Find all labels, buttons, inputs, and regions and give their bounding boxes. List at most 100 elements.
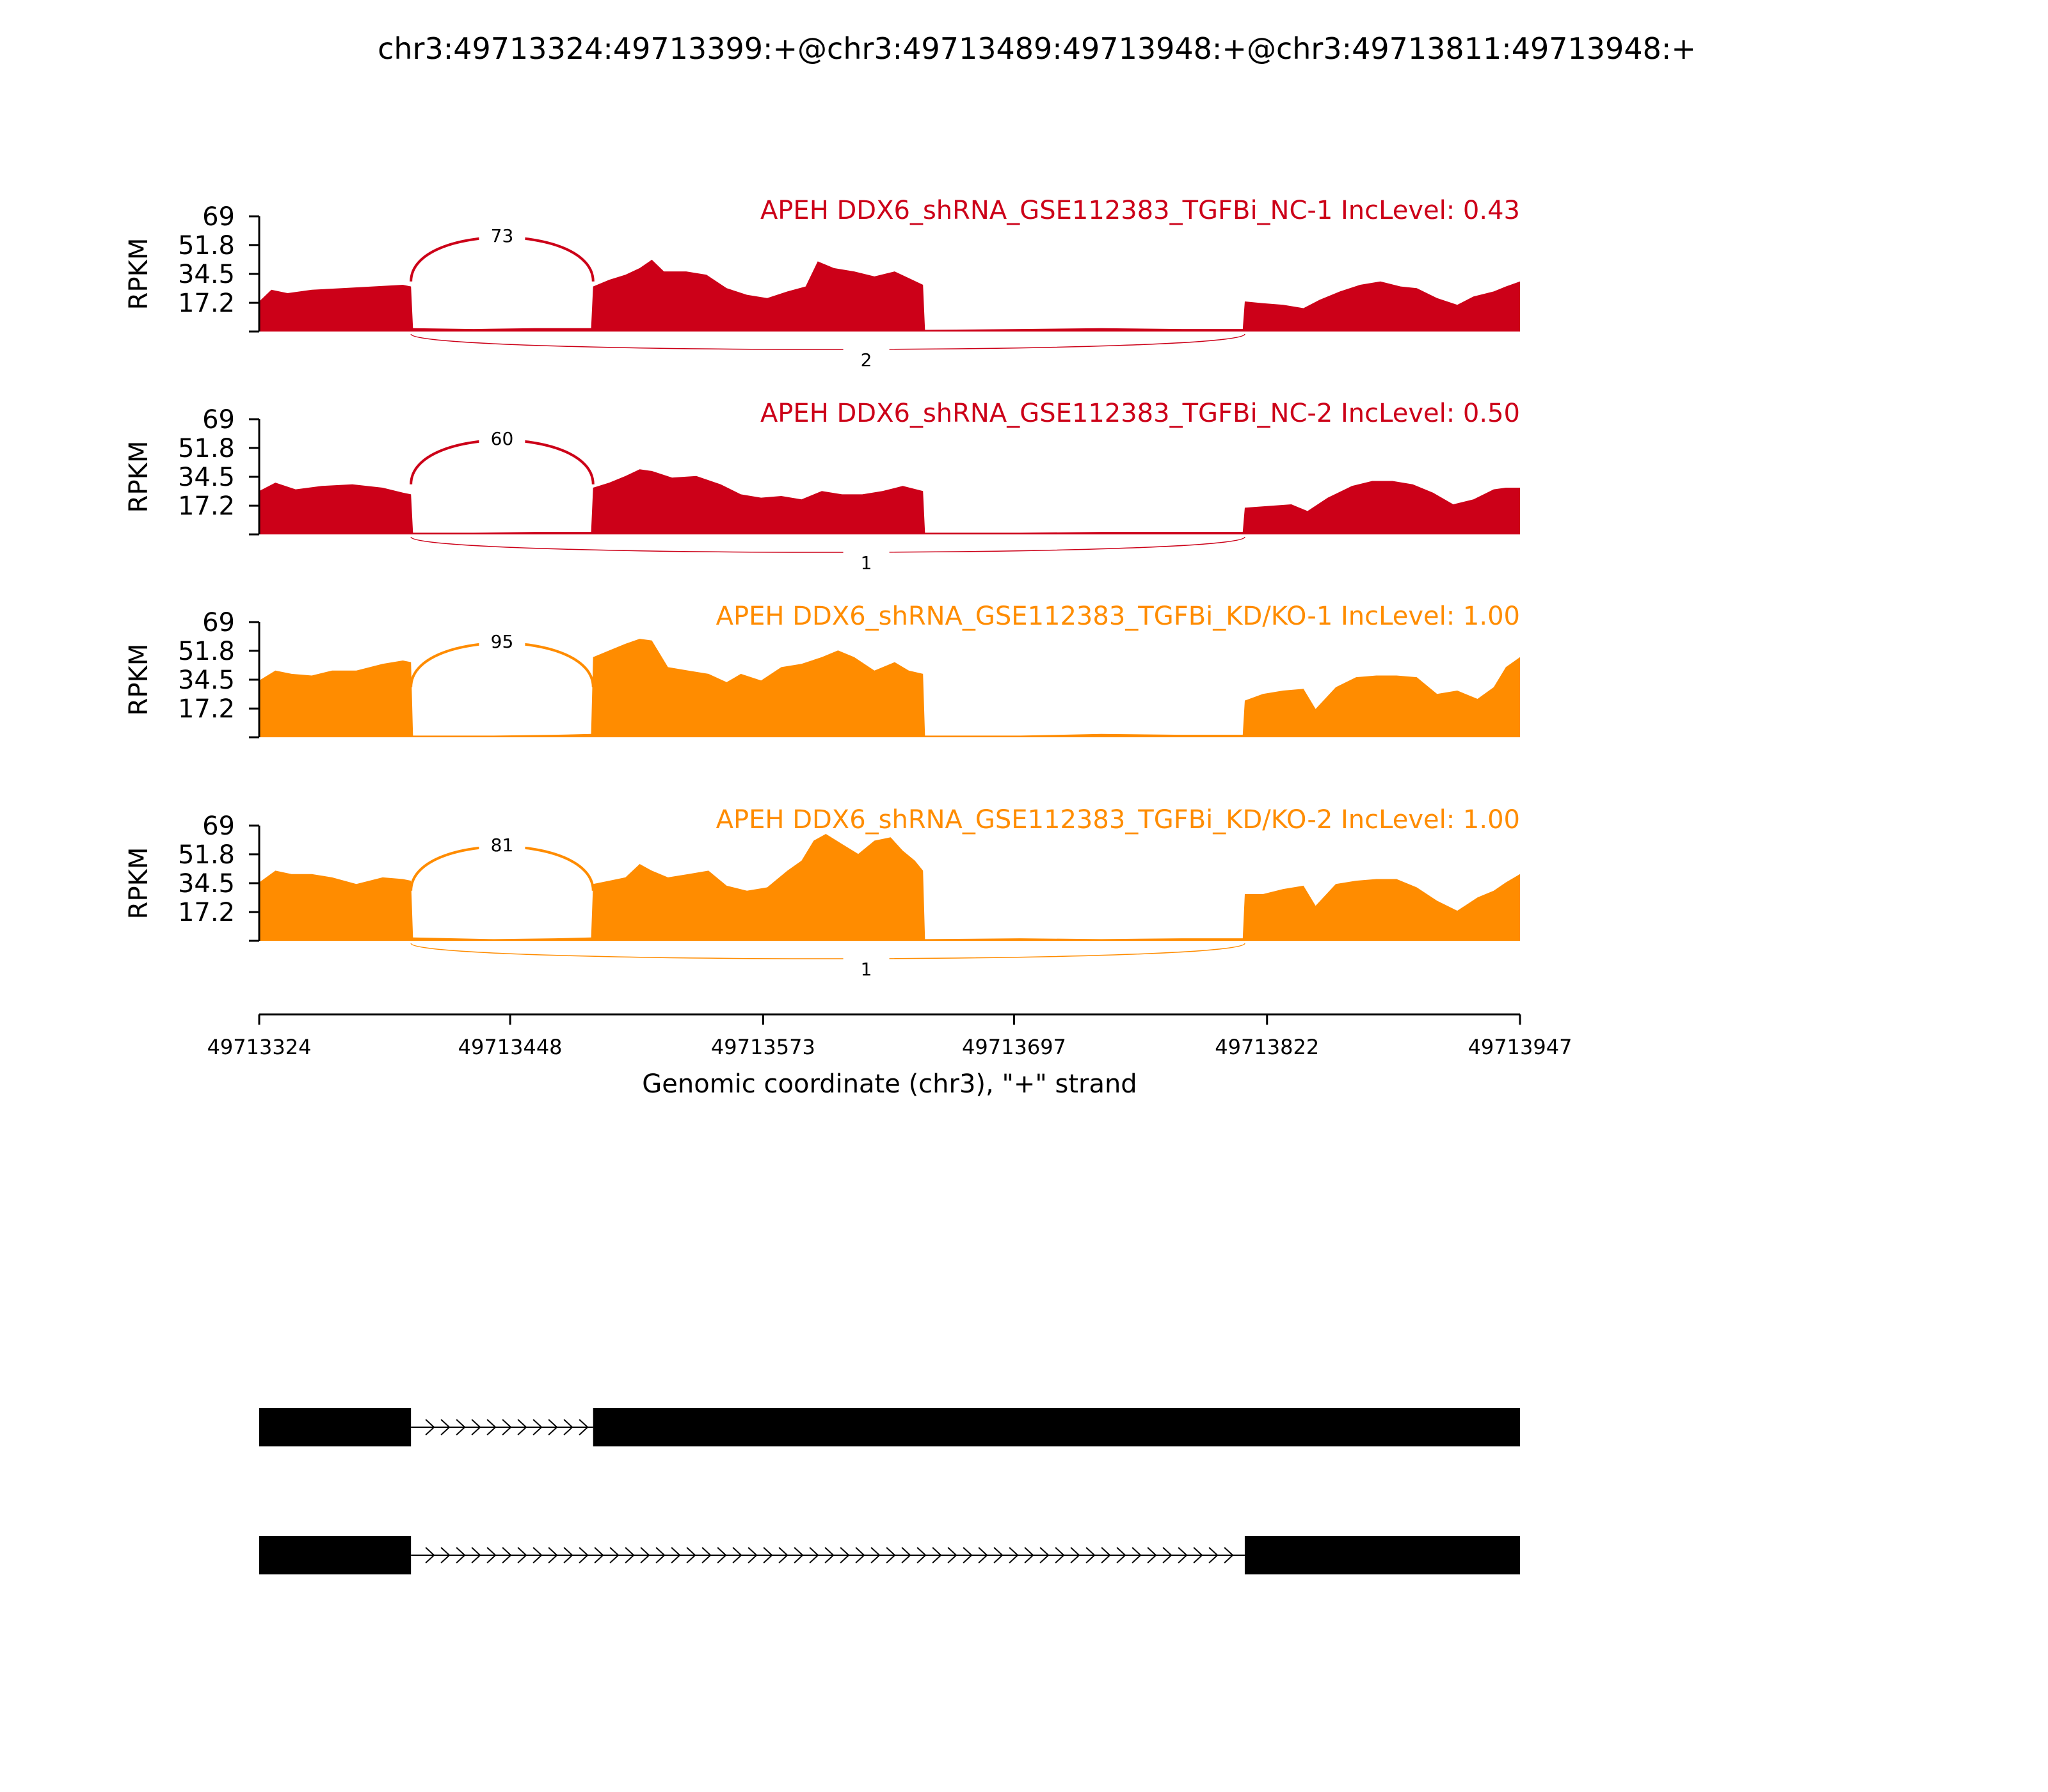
strand-arrow <box>963 1547 973 1564</box>
strand-arrow <box>640 1547 650 1564</box>
strand-arrow <box>440 1547 451 1564</box>
exon-block <box>259 1536 412 1574</box>
figure-title: chr3:49713324:49713399:+@chr3:49713489:4… <box>378 31 1696 66</box>
junction-count-label: 2 <box>861 349 872 371</box>
strand-arrow <box>456 1419 466 1436</box>
strand-arrow <box>625 1547 635 1564</box>
junction-label-bg <box>843 551 890 574</box>
coverage-area <box>259 259 1520 332</box>
y-tick-label: 17.2 <box>178 492 235 521</box>
strand-arrow <box>855 1547 865 1564</box>
isoform-2 <box>259 1536 1520 1574</box>
y-tick-label: 17.2 <box>178 289 235 318</box>
junction-count-label: 60 <box>491 428 514 449</box>
y-tick-label: 51.8 <box>178 231 235 260</box>
y-tick-label: 34.5 <box>178 666 235 695</box>
strand-arrow <box>563 1419 573 1436</box>
track-1: 17.234.551.869 RPKM APEH DDX6_shRNA_GSE112… <box>124 196 1520 371</box>
exon-block <box>1244 1536 1520 1574</box>
strand-arrow <box>502 1419 512 1436</box>
y-tick-label: 69 <box>202 202 235 232</box>
strand-arrow <box>1101 1547 1111 1564</box>
x-tick-label: 49713947 <box>1468 1035 1572 1059</box>
strand-arrow <box>886 1547 896 1564</box>
junction-count-label: 1 <box>861 959 872 980</box>
y-axis-label: RPKM <box>124 441 154 513</box>
strand-arrow <box>440 1419 451 1436</box>
strand-arrow <box>517 1547 527 1564</box>
strand-arrow <box>425 1547 435 1564</box>
strand-arrow <box>809 1547 819 1564</box>
strand-arrow <box>609 1547 620 1564</box>
junction-label-bg <box>479 427 525 450</box>
exon-block <box>259 1408 412 1446</box>
strand-arrow <box>1085 1547 1096 1564</box>
strand-arrow <box>548 1547 558 1564</box>
strand-arrow <box>532 1419 543 1436</box>
track-4: 17.234.551.869 RPKM APEH DDX6_shRNA_GSE112… <box>124 805 1520 980</box>
strand-arrow <box>824 1547 835 1564</box>
y-tick-label: 34.5 <box>178 463 235 492</box>
y-tick-label: 51.8 <box>178 637 235 666</box>
isoform-1 <box>259 1408 1521 1446</box>
strand-arrow <box>1055 1547 1065 1564</box>
strand-arrow <box>840 1547 850 1564</box>
strand-arrow <box>1178 1547 1188 1564</box>
strand-arrow <box>978 1547 988 1564</box>
strand-arrow <box>1009 1547 1019 1564</box>
y-axis-label: RPKM <box>124 847 154 920</box>
junction-arc <box>410 943 1245 959</box>
y-axis-label: RPKM <box>124 644 154 716</box>
junction-count-label: 95 <box>491 631 514 652</box>
strand-arrow <box>794 1547 804 1564</box>
strand-arrow <box>471 1547 481 1564</box>
junction-count-label: 1 <box>861 552 872 573</box>
strand-arrow <box>1193 1547 1203 1564</box>
strand-arrow <box>425 1419 435 1436</box>
strand-arrow <box>686 1547 696 1564</box>
junction-arc <box>410 536 1245 553</box>
track-2: 17.234.551.869 RPKM APEH DDX6_shRNA_GSE112… <box>124 399 1520 574</box>
x-tick-label: 49713697 <box>962 1035 1066 1059</box>
strand-arrow <box>1147 1547 1157 1564</box>
junction-arc <box>410 333 1245 350</box>
junction-label-bg <box>843 348 890 371</box>
strand-arrow <box>717 1547 727 1564</box>
track-label: APEH DDX6_shRNA_GSE112383_TGFBi_KD/KO-1 … <box>716 602 1520 631</box>
strand-arrow <box>901 1547 911 1564</box>
coverage-area <box>259 639 1520 737</box>
strand-arrow <box>916 1547 927 1564</box>
junction-label-bg <box>479 224 525 247</box>
strand-arrow <box>947 1547 957 1564</box>
strand-arrow <box>655 1547 666 1564</box>
track-label: APEH DDX6_shRNA_GSE112383_TGFBi_NC-2 Inc… <box>760 399 1520 428</box>
strand-arrow <box>563 1547 573 1564</box>
x-tick-label: 49713573 <box>711 1035 815 1059</box>
track-label: APEH DDX6_shRNA_GSE112383_TGFBi_KD/KO-2 … <box>716 805 1520 835</box>
strand-arrow <box>732 1547 742 1564</box>
y-tick-label: 17.2 <box>178 694 235 724</box>
strand-arrow <box>701 1547 712 1564</box>
strand-arrow <box>594 1547 604 1564</box>
strand-arrow <box>1039 1547 1050 1564</box>
y-tick-label: 17.2 <box>178 898 235 927</box>
strand-arrow <box>1116 1547 1126 1564</box>
junction-label-bg <box>843 957 890 980</box>
x-tick-label: 49713448 <box>458 1035 563 1059</box>
strand-arrow <box>532 1547 543 1564</box>
strand-arrow <box>1162 1547 1172 1564</box>
strand-arrow <box>932 1547 942 1564</box>
strand-arrow <box>471 1419 481 1436</box>
strand-arrow <box>748 1547 758 1564</box>
junction-count-label: 81 <box>491 835 514 856</box>
junction-label-bg <box>479 630 525 653</box>
track-label: APEH DDX6_shRNA_GSE112383_TGFBi_NC-1 Inc… <box>760 196 1520 225</box>
strand-arrow <box>1070 1547 1080 1564</box>
strand-arrow <box>671 1547 681 1564</box>
strand-arrow <box>1208 1547 1219 1564</box>
y-tick-label: 69 <box>202 812 235 841</box>
strand-arrow <box>579 1419 589 1436</box>
strand-arrow <box>1132 1547 1142 1564</box>
